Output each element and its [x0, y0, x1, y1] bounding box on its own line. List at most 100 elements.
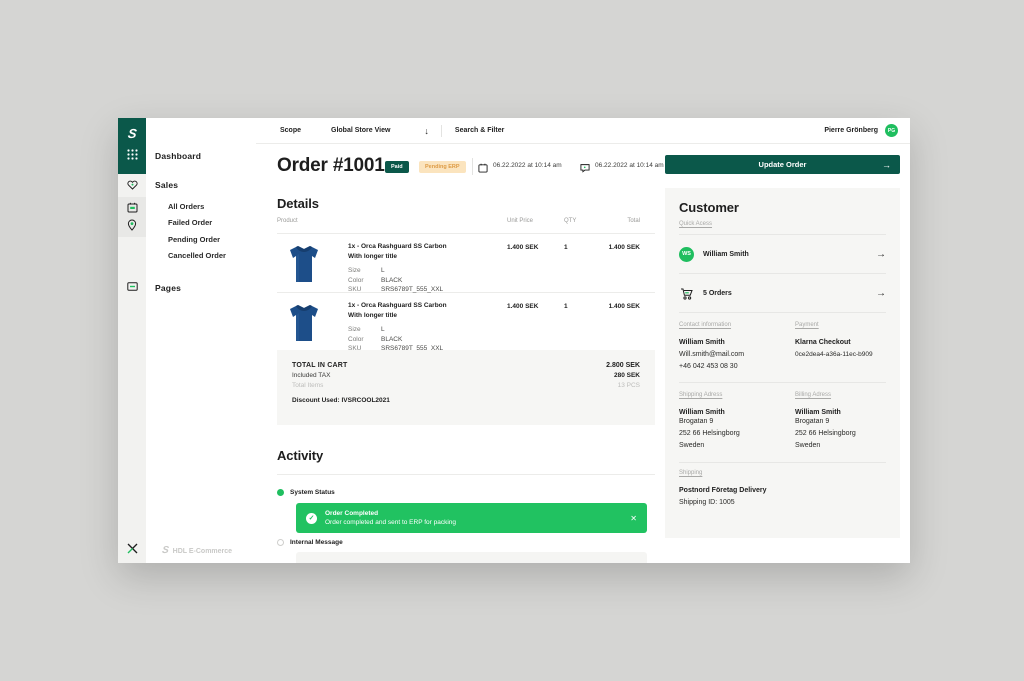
sidebar-item-failed-order[interactable]: Failed Order: [168, 218, 213, 227]
total-items-value: 13 PCS: [617, 382, 640, 389]
payment-label: Payment: [795, 322, 819, 328]
sku-value: SRS6789T_555_XXL: [381, 344, 444, 352]
line-total: 1.400 SEK: [608, 244, 640, 251]
footer-brand: S HDL E-Commerce: [161, 545, 232, 556]
line-total: 1.400 SEK: [608, 303, 640, 310]
shipping-address-label: Shipping Adress: [679, 392, 723, 398]
contact-name: William Smith: [679, 339, 725, 346]
favorites-heart-icon[interactable]: [118, 180, 146, 190]
product-image-tshirt: [290, 246, 318, 282]
payment-block: Klarna Checkout 0ce2dea4-a36a-11ec-b909: [795, 339, 886, 370]
sidebar-item-dashboard[interactable]: Dashboard: [155, 151, 202, 161]
timeline-system-status: System Status: [277, 489, 655, 496]
col-qty: QTY: [564, 218, 577, 224]
product-name-line1: 1x - Orca Rashguard SS Carbon: [348, 243, 447, 250]
table-header-divider: [277, 233, 655, 234]
billing-address-label: Billing Adress: [795, 392, 832, 398]
arrow-right-icon: →: [876, 248, 886, 260]
check-circle-icon: ✓: [306, 512, 317, 524]
location-pin-icon[interactable]: [118, 219, 146, 231]
apps-grid-icon[interactable]: [126, 149, 138, 160]
dismiss-message-icon[interactable]: ✕: [630, 563, 637, 564]
status-banner-subtitle: Order completed and sent to ERP for pack…: [325, 518, 457, 526]
user-avatar[interactable]: PG: [885, 124, 898, 137]
orders-calendar-icon[interactable]: [118, 202, 146, 213]
product-name-line2: With longer title: [348, 253, 398, 261]
customer-profile-row[interactable]: WS William Smith →: [679, 242, 886, 266]
sidebar-item-sales[interactable]: Sales: [155, 180, 179, 190]
arrow-right-icon: →: [876, 287, 886, 299]
product-name-line1: 1x - Orca Rashguard SS Carbon: [348, 302, 447, 309]
contact-email: Will.smith@mail.com: [679, 351, 745, 358]
internal-message-banner[interactable]: Message that can be added by Sailracing …: [296, 552, 647, 563]
included-tax-label: Included TAX: [292, 372, 331, 379]
collapse-close-icon[interactable]: [118, 542, 146, 555]
contact-info-label: Contact information: [679, 322, 732, 328]
shipping-address-block: William Smith Brogatan 9 252 66 Helsingb…: [679, 409, 795, 452]
billing-line1: Brogatan 9: [795, 418, 830, 425]
divider: [679, 234, 886, 235]
color-value: BLACK: [381, 335, 403, 343]
sidebar-item-pages[interactable]: Pages: [155, 283, 182, 293]
billing-name: William Smith: [795, 409, 841, 416]
col-unit-price: Unit Price: [507, 218, 534, 224]
update-order-label: Update Order: [758, 160, 807, 169]
shipping-line3: Sweden: [679, 441, 705, 449]
order-completed-banner: ✓ Order Completed Order completed and se…: [296, 503, 647, 533]
col-total: Total: [627, 218, 640, 224]
color-label: Color: [348, 276, 364, 284]
details-table-header: Product Unit Price QTY Total: [277, 218, 655, 227]
store-view-selector[interactable]: Global Store View: [331, 127, 391, 134]
payment-id: 0ce2dea4-a36a-11ec-b909: [795, 351, 873, 358]
size-value: L: [381, 326, 385, 334]
sidebar-item-cancelled-order[interactable]: Cancelled Order: [168, 251, 226, 260]
topbar-divider: [440, 124, 442, 137]
discount-used: Discount Used: IVSRCOOL2021: [292, 397, 390, 404]
system-status-label: System Status: [290, 489, 335, 496]
icon-rail: S: [118, 118, 146, 563]
unit-price: 1.400 SEK: [507, 244, 539, 251]
timeline-internal-message: Internal Message: [277, 539, 655, 546]
order-date-calendar-icon: [478, 160, 488, 178]
dismiss-status-icon[interactable]: ✕: [630, 513, 637, 523]
search-filter-button[interactable]: Search & Filter: [454, 127, 505, 134]
sidebar-nav: Dashboard Sales All Orders Failed Order …: [146, 118, 256, 563]
activity-divider: [277, 474, 655, 475]
shipping-id: Shipping ID: 1005: [679, 498, 735, 506]
contact-phone: +46 042 453 08 30: [679, 363, 738, 370]
cart-totals-box: TOTAL IN CART 2.800 SEK Included TAX 280 S…: [277, 350, 655, 425]
store-view-arrow-icon[interactable]: ↓: [424, 125, 429, 136]
unit-price: 1.400 SEK: [507, 303, 539, 310]
total-items-label: Total Items: [292, 382, 324, 389]
footer-brand-logo-icon: S: [161, 545, 170, 556]
order-message-date: 06.22.2022 at 10:14 am: [595, 162, 664, 169]
sidebar-item-pending-order[interactable]: Pending Order: [168, 235, 221, 244]
messages-mail-icon[interactable]: [118, 282, 146, 291]
shipping-method: Postnord Företag Delivery: [679, 486, 767, 494]
billing-address-block: William Smith Brogatan 9 252 66 Helsingb…: [795, 409, 886, 452]
size-label: Size: [348, 267, 361, 275]
sidebar-item-all-orders[interactable]: All Orders: [168, 202, 205, 211]
size-value: L: [381, 267, 385, 275]
app-window: S: [118, 118, 910, 563]
topbar: Scope Global Store View ↓ Search & Filte…: [256, 118, 910, 144]
orders-count-link: 5 Orders: [703, 289, 732, 297]
update-order-button[interactable]: Update Order →: [665, 155, 900, 174]
customer-orders-row[interactable]: 5 Orders →: [679, 281, 886, 305]
timeline-dot-green: [277, 489, 284, 496]
qty: 1: [564, 244, 568, 251]
payment-method: Klarna Checkout: [795, 339, 851, 346]
divider: [679, 382, 886, 383]
activity-heading: Activity: [277, 448, 324, 463]
product-image-tshirt: [290, 305, 318, 341]
page-title: Order #1001: [277, 155, 385, 176]
brand-block: S: [118, 118, 146, 174]
contact-info-block: William Smith Will.smith@mail.com +46 04…: [679, 339, 795, 370]
divider: [679, 312, 886, 313]
shipping-name: William Smith: [679, 409, 725, 416]
cart-icon: [681, 288, 693, 300]
divider: [679, 461, 886, 463]
status-banner-title: Order Completed: [325, 509, 379, 517]
status-badge-paid: Paid: [385, 161, 409, 173]
billing-line2: 252 66 Helsingborg: [795, 429, 856, 437]
